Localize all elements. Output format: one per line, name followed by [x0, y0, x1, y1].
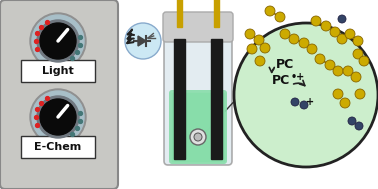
Text: PC: PC [276, 57, 294, 70]
FancyBboxPatch shape [163, 12, 233, 42]
Circle shape [299, 38, 309, 48]
Circle shape [194, 133, 202, 141]
Circle shape [307, 44, 317, 54]
Text: Light: Light [42, 66, 74, 76]
Circle shape [338, 15, 346, 23]
Circle shape [190, 129, 206, 145]
Circle shape [254, 35, 264, 45]
Circle shape [321, 21, 331, 31]
FancyBboxPatch shape [0, 0, 118, 189]
Circle shape [330, 27, 340, 37]
Bar [174, 39, 185, 159]
Bar [211, 39, 222, 159]
Circle shape [311, 16, 321, 26]
Circle shape [355, 89, 365, 99]
Circle shape [289, 34, 299, 44]
FancyBboxPatch shape [21, 136, 95, 158]
Circle shape [247, 44, 257, 54]
Circle shape [37, 96, 79, 138]
Bar [214, 0, 219, 27]
FancyBboxPatch shape [169, 90, 227, 164]
Bar [177, 0, 182, 27]
Circle shape [353, 49, 363, 59]
Circle shape [37, 20, 79, 62]
Circle shape [325, 60, 335, 70]
Circle shape [345, 29, 355, 39]
Circle shape [125, 23, 161, 59]
Circle shape [255, 56, 265, 66]
Bar [172, 93, 224, 161]
Text: PC: PC [272, 74, 290, 88]
Text: E-Chem: E-Chem [34, 142, 82, 152]
Circle shape [32, 15, 84, 67]
Circle shape [333, 66, 343, 76]
Circle shape [280, 29, 290, 39]
Circle shape [359, 56, 369, 66]
Circle shape [260, 43, 270, 53]
Circle shape [353, 36, 363, 46]
Polygon shape [138, 36, 146, 46]
Circle shape [30, 89, 86, 145]
FancyBboxPatch shape [164, 13, 232, 165]
Circle shape [40, 99, 76, 135]
Circle shape [348, 117, 356, 125]
FancyBboxPatch shape [21, 60, 95, 82]
Text: •+: •+ [291, 72, 305, 82]
Circle shape [245, 29, 255, 39]
Circle shape [355, 122, 363, 130]
Circle shape [300, 101, 308, 109]
Circle shape [265, 6, 275, 16]
Circle shape [30, 13, 86, 69]
Circle shape [315, 54, 325, 64]
Circle shape [40, 23, 76, 59]
Circle shape [333, 89, 343, 99]
Text: +: + [306, 97, 314, 107]
Circle shape [291, 98, 299, 106]
Circle shape [343, 66, 353, 76]
Circle shape [234, 23, 378, 167]
Circle shape [275, 12, 285, 22]
Circle shape [32, 91, 84, 143]
Circle shape [337, 34, 347, 44]
Circle shape [351, 72, 361, 82]
Circle shape [340, 98, 350, 108]
